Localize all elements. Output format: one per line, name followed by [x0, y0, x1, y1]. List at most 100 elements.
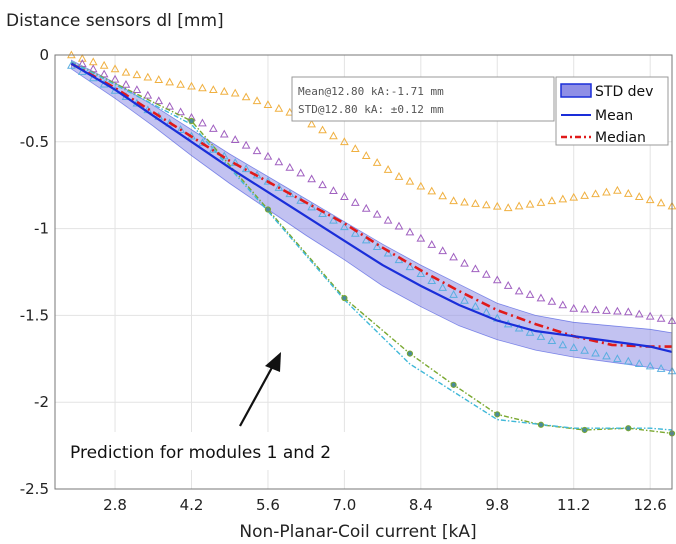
- purple-sensor-point: [329, 186, 338, 195]
- ticks: 2.8 4.2 5.6 7.0 8.4 9.8 11.2 12.6 0 -0.5 -1 -1.5 -2 -…: [20, 46, 667, 514]
- orange-sensor-point: [318, 125, 327, 134]
- purple-sensor-point: [492, 275, 502, 284]
- purple-sensor-point: [99, 69, 109, 78]
- lightblue-sensor-point: [329, 215, 338, 224]
- prediction-marker: [406, 350, 414, 357]
- purple-sensor-point: [340, 192, 349, 200]
- legend-mean-label: Mean: [595, 108, 633, 124]
- orange-sensor-point: [274, 103, 284, 112]
- lightblue-sensor-point: [372, 242, 382, 250]
- y-tick-label: -2.5: [20, 480, 49, 498]
- purple-sensor-point: [263, 151, 273, 160]
- purple-sensor-point: [143, 90, 153, 99]
- purple-sensor-point: [536, 293, 546, 302]
- orange-sensor-point: [187, 81, 196, 90]
- prediction-marker: [264, 206, 272, 213]
- lightblue-sensor-point: [656, 363, 666, 372]
- purple-sensor-point: [602, 306, 611, 314]
- lightblue-sensor-point: [438, 283, 448, 291]
- plot-frame: [54, 54, 673, 490]
- purple-sensor-point: [110, 74, 120, 83]
- y-tick-label: -1.5: [20, 306, 49, 324]
- orange-sensor-point: [350, 144, 360, 153]
- prediction-marker: [625, 425, 632, 432]
- orange-sensor-point: [252, 96, 262, 105]
- x-tick-label: 12.6: [633, 496, 666, 514]
- lightblue-sensor-point: [263, 176, 273, 185]
- purple-sensor-point: [591, 305, 600, 314]
- x-tick-label: 5.6: [256, 496, 280, 514]
- prediction-marker: [581, 426, 588, 434]
- purple-sensor-point: [208, 124, 218, 132]
- orange-sensor-point: [569, 192, 579, 201]
- purple-sensor-point: [361, 203, 371, 212]
- orange-sensor-point: [241, 92, 251, 101]
- annotation-arrow: [239, 361, 276, 427]
- lightblue-sensor-point: [613, 354, 622, 363]
- lightblue-sensor-point: [645, 361, 655, 370]
- orange-sensor-point: [99, 60, 109, 69]
- purple-sensor-point: [88, 64, 98, 73]
- orange-sensor-point: [503, 203, 513, 212]
- purple-sensor-point: [394, 221, 404, 230]
- y-tick-label: 0: [39, 46, 49, 64]
- orange-sensor-point: [88, 57, 98, 66]
- lightblue-sensor-point: [416, 269, 426, 278]
- legend-median-label: Median: [595, 130, 646, 146]
- purple-sensor-point: [525, 290, 535, 298]
- purple-sensor-point: [503, 281, 513, 289]
- lightblue-sensor-point: [427, 276, 437, 284]
- purple-sensor-point: [121, 79, 131, 88]
- orange-sensor-point: [154, 75, 164, 83]
- purple-sensor-point: [623, 307, 633, 316]
- lightblue-sensor-point: [580, 345, 589, 354]
- x-tick-label: 7.0: [332, 496, 356, 514]
- purple-sensor-point: [438, 246, 448, 255]
- lightblue-sensor-point: [536, 332, 546, 340]
- orange-sensor-point: [536, 198, 546, 206]
- orange-sensor-point: [416, 181, 426, 190]
- purple-sensor-point: [219, 129, 229, 138]
- purple-sensor-point: [350, 198, 360, 206]
- orange-sensor-point: [263, 100, 273, 108]
- y-tick-label: -2: [34, 393, 49, 411]
- purple-sensor-point: [285, 162, 295, 171]
- purple-sensor-point: [165, 101, 175, 110]
- lightblue-sensor-point: [569, 343, 579, 351]
- purple-sensor-point: [558, 300, 568, 309]
- purple-sensor-point: [241, 140, 251, 149]
- purple-sensor-point: [296, 168, 306, 177]
- orange-sensor-point: [547, 196, 557, 205]
- orange-sensor-point: [132, 70, 142, 79]
- orange-sensor-point: [449, 196, 458, 205]
- purple-sensor-point: [154, 96, 164, 105]
- purple-sensor-point: [460, 258, 469, 267]
- lightblue-sensor-point: [547, 336, 557, 345]
- lightblue-sensor-point: [460, 295, 469, 304]
- purple-sensor-point: [176, 107, 185, 116]
- purple-sensor-point: [252, 146, 262, 155]
- prediction-marker: [341, 294, 348, 302]
- lightblue-sensor-point: [602, 351, 611, 360]
- purple-sensor-point: [274, 157, 284, 166]
- purple-sensor-point: [482, 269, 491, 278]
- purple-sensor-point: [449, 252, 458, 261]
- lightblue-sensor-point: [623, 356, 633, 365]
- orange-sensor-point: [427, 186, 437, 195]
- orange-sensor-point: [394, 171, 404, 180]
- purple-sensor-point: [230, 135, 240, 144]
- purple-sensor-point: [471, 264, 480, 273]
- orange-sensor-point: [198, 83, 207, 92]
- lightblue-sensor-point: [230, 158, 240, 166]
- orange-sensor-point: [208, 85, 218, 94]
- orange-sensor-point: [329, 131, 338, 140]
- purple-sensor-point: [427, 240, 437, 248]
- orange-sensor-point: [645, 195, 655, 204]
- orange-sensor-point: [383, 165, 393, 173]
- purple-sensor-point: [547, 296, 557, 305]
- orange-sensor-point: [372, 158, 382, 166]
- lightblue-sensor-point: [634, 359, 644, 367]
- orange-sensor-point: [591, 189, 600, 198]
- series-layer: [67, 50, 676, 437]
